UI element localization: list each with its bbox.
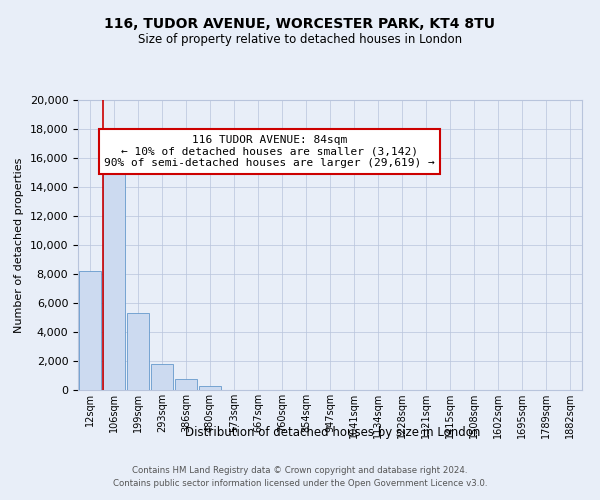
Text: Size of property relative to detached houses in London: Size of property relative to detached ho… [138, 32, 462, 46]
Bar [103, 150, 125, 390]
Bar [199, 386, 221, 390]
Text: Contains HM Land Registry data © Crown copyright and database right 2024.
Contai: Contains HM Land Registry data © Crown c… [113, 466, 487, 487]
Bar [127, 313, 149, 390]
Bar [151, 364, 173, 390]
Text: Distribution of detached houses by size in London: Distribution of detached houses by size … [185, 426, 481, 439]
Bar [175, 379, 197, 390]
Y-axis label: Number of detached properties: Number of detached properties [14, 158, 24, 332]
Bar [79, 271, 101, 390]
Text: 116, TUDOR AVENUE, WORCESTER PARK, KT4 8TU: 116, TUDOR AVENUE, WORCESTER PARK, KT4 8… [104, 18, 496, 32]
Text: 116 TUDOR AVENUE: 84sqm
← 10% of detached houses are smaller (3,142)
90% of semi: 116 TUDOR AVENUE: 84sqm ← 10% of detache… [104, 135, 435, 168]
